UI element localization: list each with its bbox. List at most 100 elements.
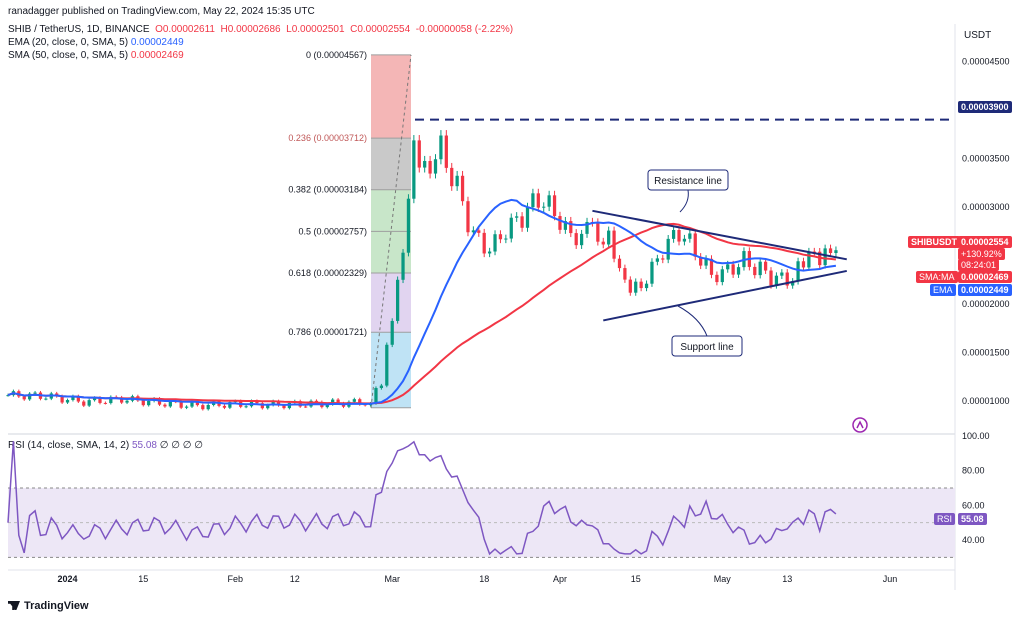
- candle: [558, 216, 562, 230]
- time-tick-label: 12: [290, 574, 300, 584]
- candle: [276, 401, 281, 406]
- candle: [304, 406, 308, 408]
- candle: [828, 248, 833, 254]
- rsi-tick-label: 40.00: [962, 535, 985, 545]
- candle: [228, 402, 232, 408]
- fib-zone: [371, 54, 411, 139]
- rsi-legend-label: RSI (14, close, SMA, 14, 2): [8, 440, 130, 451]
- close-value: C0.00002554: [350, 24, 411, 35]
- candle: [607, 230, 611, 245]
- candle: [141, 400, 145, 406]
- time-tick-label: 15: [631, 574, 641, 584]
- candle: [547, 195, 551, 207]
- candle: [769, 270, 773, 286]
- sma-axis-label: SMA:MA: [916, 271, 958, 283]
- candle: [336, 399, 340, 404]
- candle: [60, 396, 64, 403]
- candle: [704, 258, 708, 266]
- resistance-callout-pointer: [679, 189, 689, 213]
- candle: [184, 406, 189, 408]
- time-tick-label: Feb: [228, 574, 244, 584]
- time-tick-label: 15: [138, 574, 148, 584]
- candle: [412, 140, 416, 199]
- rsi-axis-tag: 55.08: [958, 513, 987, 525]
- countdown-tag: 08:24:01: [958, 259, 1000, 271]
- candle: [774, 275, 779, 286]
- fib-trend-line: [370, 54, 412, 408]
- time-tick-label: 18: [479, 574, 489, 584]
- candle: [358, 399, 362, 405]
- time-tick-label: 2024: [58, 574, 78, 584]
- candle: [423, 160, 427, 168]
- candle: [780, 272, 784, 276]
- candle: [715, 274, 719, 283]
- fib-zone: [371, 138, 411, 190]
- fib-label: 0.236 (0.00003712): [288, 133, 367, 143]
- support-callout-text: Support line: [680, 342, 734, 353]
- candle: [163, 404, 167, 407]
- time-tick-label: Apr: [553, 574, 567, 584]
- candle: [736, 267, 741, 275]
- candle: [563, 221, 568, 230]
- candle: [266, 405, 270, 409]
- candle: [450, 167, 454, 187]
- candle: [71, 396, 75, 401]
- candle: [509, 217, 513, 239]
- sma-50-line: [7, 222, 837, 405]
- tradingview-logo-icon: [8, 601, 20, 610]
- symbol-ohlc-line: SHIB / TetherUS, 1D, BINANCE O0.00002611…: [8, 24, 513, 35]
- price-tick-label: 0.00001500: [962, 347, 1010, 357]
- candle: [515, 216, 519, 218]
- rsi-tick-label: 60.00: [962, 500, 985, 510]
- candle: [428, 160, 432, 174]
- candle: [574, 233, 578, 246]
- resistance-trend-line: [592, 209, 847, 261]
- candle: [401, 252, 405, 280]
- price-tick-label: 0.00003500: [962, 153, 1010, 163]
- candle: [477, 230, 481, 233]
- candle: [282, 405, 286, 409]
- ema-axis-tag: 0.00002449: [958, 284, 1012, 296]
- candle: [379, 385, 384, 389]
- candle: [666, 238, 670, 260]
- candle: [374, 388, 378, 404]
- candle: [390, 320, 394, 345]
- rsi-legend[interactable]: RSI (14, close, SMA, 14, 2) 55.08 ∅ ∅ ∅ …: [8, 440, 203, 451]
- candle: [201, 405, 205, 410]
- candle: [628, 279, 632, 293]
- candle: [623, 268, 627, 280]
- candle: [650, 261, 654, 284]
- candle: [44, 398, 48, 400]
- candle: [536, 193, 540, 208]
- candle: [758, 261, 762, 276]
- candle: [726, 264, 730, 270]
- ema-legend-label: EMA (20, close, 0, SMA, 5): [8, 37, 129, 48]
- candle: [6, 395, 10, 397]
- open-value: O0.00002611: [155, 24, 215, 35]
- ema-legend-value: 0.00002449: [130, 37, 184, 48]
- candle: [791, 281, 795, 286]
- candle: [525, 207, 530, 228]
- support-callout-pointer: [677, 305, 708, 337]
- resistance-callout-text: Resistance line: [654, 176, 722, 187]
- candle: [688, 233, 692, 239]
- candle: [644, 283, 649, 289]
- currency-label[interactable]: USDT: [964, 30, 992, 41]
- ema-legend[interactable]: EMA (20, close, 0, SMA, 5) 0.00002449: [8, 37, 184, 48]
- symbol-name[interactable]: SHIB / TetherUS, 1D, BINANCE: [8, 24, 150, 35]
- price-tick-label: 0.00001000: [962, 396, 1010, 406]
- pct-tag: +130.92%: [958, 248, 1005, 260]
- candle: [120, 397, 124, 403]
- candle: [471, 230, 476, 233]
- candle: [569, 221, 573, 234]
- candle: [168, 401, 172, 407]
- fib-label: 0 (0.00004567): [306, 50, 367, 60]
- candle: [255, 400, 259, 404]
- fib-label: 0.382 (0.00003184): [288, 185, 367, 195]
- sma-legend[interactable]: SMA (50, close, 0, SMA, 5) 0.00002469: [8, 50, 184, 61]
- candle: [823, 248, 827, 266]
- candle: [352, 399, 356, 402]
- candle: [179, 401, 183, 408]
- tradingview-footer[interactable]: TradingView: [8, 600, 89, 612]
